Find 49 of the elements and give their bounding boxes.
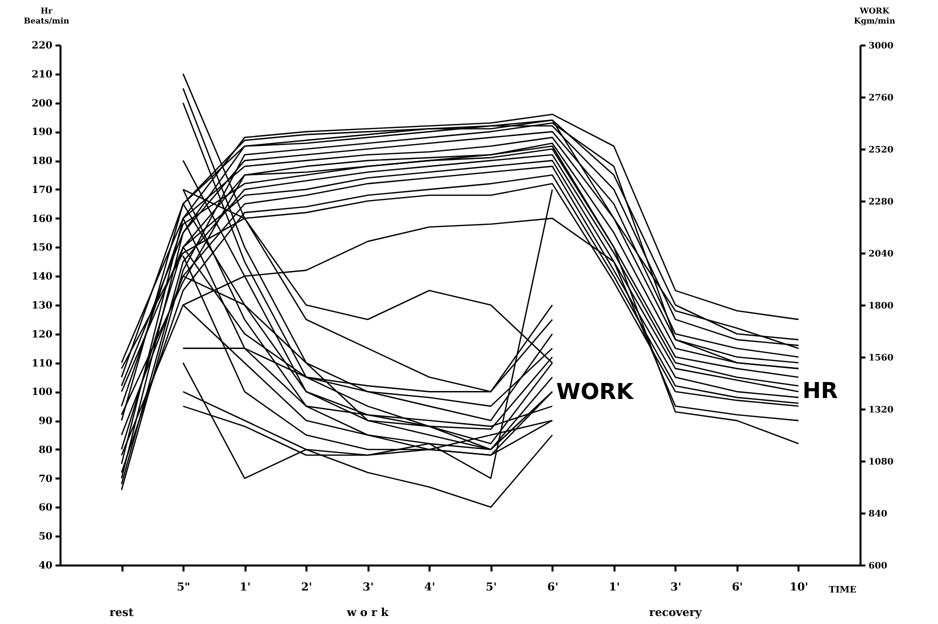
y-tick-label: 70 — [38, 474, 53, 485]
x-tick-label: 5' — [486, 580, 497, 594]
y2-tick-label: 1080 — [868, 458, 894, 468]
y2-tick-label: 1800 — [868, 302, 894, 312]
y-tick-label: 170 — [32, 184, 53, 196]
y2-tick-label: 600 — [868, 562, 888, 572]
x-tick-label: 6' — [547, 580, 558, 594]
y-tick-label: 210 — [32, 69, 53, 80]
x-tick-label: 2' — [301, 580, 312, 594]
text: rest — [110, 606, 134, 619]
x-tick-label: 5" — [176, 580, 190, 594]
y-tick-label: 60 — [38, 502, 53, 514]
y-axis-title: Hr Beats/min — [24, 6, 70, 26]
y-tick-label: 140 — [32, 272, 53, 283]
y-tick-label: 100 — [32, 387, 53, 398]
y-tick-label: 190 — [32, 127, 53, 138]
x-tick-label: 1' — [608, 580, 620, 594]
text: recovery — [649, 606, 702, 619]
y2-tick-label: 1320 — [868, 406, 894, 416]
x-tick-label: 3' — [670, 580, 682, 594]
y2-tick-label: 3000 — [868, 42, 894, 52]
y-tick-label: 40 — [38, 560, 53, 572]
y2-tick-label: 2760 — [868, 94, 894, 104]
y-tick-label: 50 — [38, 532, 53, 543]
y2-tick-label: 2040 — [868, 250, 894, 260]
annotation: WORK — [556, 380, 634, 405]
x-tick-label: 1' — [240, 580, 251, 594]
y-tick-label: 120 — [32, 329, 53, 340]
y-tick-label: 130 — [32, 300, 53, 312]
y-tick-label: 200 — [32, 98, 53, 110]
y2-tick-label: 2280 — [868, 198, 894, 208]
x-tick-label: 10' — [790, 580, 808, 594]
y2-tick-label: 1560 — [868, 354, 894, 364]
y2-axis-title: WORK Kgm/min — [854, 6, 896, 26]
y-tick-label: 150 — [32, 242, 53, 254]
x-tick-label: 4' — [424, 580, 436, 594]
text: w o r k — [346, 606, 389, 619]
y2-tick-label: 2520 — [868, 146, 894, 156]
x-axis-title: TIME — [828, 586, 857, 596]
y-tick-label: 220 — [32, 40, 53, 52]
y-tick-label: 160 — [32, 214, 53, 225]
x-tick-label: 6' — [732, 580, 743, 594]
x-tick-label: 3' — [362, 580, 374, 594]
y2-tick-label: 840 — [868, 510, 888, 520]
y-tick-label: 90 — [38, 416, 53, 428]
annotation: HR — [802, 378, 838, 404]
y-tick-label: 110 — [32, 358, 53, 370]
y-tick-label: 80 — [38, 444, 53, 456]
y-tick-label: 180 — [32, 156, 53, 168]
